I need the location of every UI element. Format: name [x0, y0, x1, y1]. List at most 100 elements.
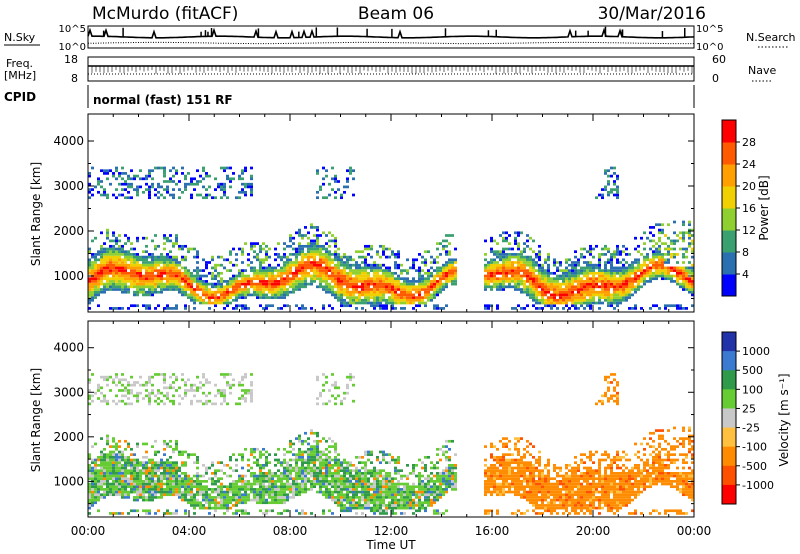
- velocity-cell: [118, 493, 121, 497]
- power-cell: [358, 290, 361, 294]
- velocity-cell: [232, 488, 235, 491]
- velocity-cell: [226, 381, 229, 384]
- velocity-cell: [319, 463, 322, 467]
- power-cell: [352, 282, 355, 286]
- velocity-cell: [295, 490, 298, 494]
- velocity-cell: [148, 477, 151, 481]
- velocity-cell: [196, 501, 199, 505]
- power-cell: [658, 269, 661, 272]
- velocity-cell: [181, 397, 184, 400]
- power-cell: [151, 258, 154, 262]
- power-cell: [376, 293, 379, 297]
- power-cell: [325, 255, 328, 259]
- power-cell: [544, 277, 547, 281]
- velocity-cell: [166, 445, 169, 448]
- power-cell: [154, 193, 157, 197]
- velocity-cell: [178, 402, 181, 406]
- power-cell: [322, 261, 325, 264]
- power-cell: [121, 285, 124, 289]
- power-cell: [397, 285, 400, 289]
- power-cell: [280, 307, 283, 310]
- power-cell: [682, 261, 685, 264]
- velocity-cell: [103, 397, 106, 400]
- power-cell: [607, 304, 610, 308]
- power-cell: [238, 174, 241, 178]
- velocity-cell: [205, 466, 208, 470]
- power-cell: [502, 255, 505, 259]
- power-cell: [589, 288, 592, 291]
- power-cell: [319, 247, 322, 251]
- colorbar-swatch: [722, 208, 736, 231]
- velocity-cell: [121, 496, 124, 499]
- power-cell: [613, 166, 616, 170]
- velocity-cell: [163, 463, 166, 467]
- power-cell: [178, 282, 181, 286]
- velocity-cell: [271, 477, 274, 481]
- velocity-cell: [115, 375, 118, 379]
- velocity-cell: [100, 450, 103, 454]
- power-cell: [376, 298, 379, 302]
- velocity-cell: [328, 463, 331, 467]
- power-cell: [379, 293, 382, 297]
- velocity-cell: [154, 463, 157, 467]
- power-cell: [451, 277, 454, 281]
- power-cell: [301, 277, 304, 281]
- velocity-cell: [151, 463, 154, 467]
- power-cell: [523, 263, 526, 267]
- power-cell: [568, 274, 571, 278]
- power-cell: [406, 269, 409, 272]
- velocity-cell: [121, 463, 124, 467]
- velocity-cell: [346, 485, 349, 489]
- power-cell: [181, 258, 184, 262]
- power-cell: [607, 250, 610, 254]
- power-cell: [592, 274, 595, 278]
- power-cell: [565, 290, 568, 294]
- power-cell: [565, 258, 568, 262]
- velocity-cell: [211, 498, 214, 502]
- power-cell: [625, 296, 628, 299]
- velocity-cell: [259, 509, 262, 513]
- power-cell: [274, 282, 277, 286]
- velocity-cell: [148, 488, 151, 491]
- freq-trace: [87, 65, 694, 75]
- power-cell: [133, 285, 136, 289]
- velocity-cell: [334, 447, 337, 451]
- power-cell: [376, 253, 379, 256]
- power-cell: [589, 253, 592, 256]
- power-cell: [289, 244, 292, 248]
- power-cell: [331, 261, 334, 264]
- power-cell: [613, 193, 616, 197]
- velocity-cell: [139, 485, 142, 489]
- power-cell: [622, 250, 625, 254]
- power-cell: [424, 290, 427, 294]
- velocity-cell: [178, 477, 181, 481]
- velocity-cell: [319, 391, 322, 395]
- power-cell: [448, 253, 451, 256]
- power-cell: [667, 304, 670, 308]
- velocity-cell: [145, 469, 148, 473]
- power-cell: [136, 193, 139, 197]
- power-cell: [313, 242, 316, 245]
- velocity-cell: [88, 506, 91, 510]
- power-cell: [688, 288, 691, 291]
- power-cell: [196, 277, 199, 281]
- velocity-cell: [169, 472, 172, 475]
- velocity-cell: [127, 397, 130, 400]
- power-cell: [628, 290, 631, 294]
- velocity-cell: [142, 383, 145, 387]
- power-cell: [289, 253, 292, 256]
- power-cell: [493, 269, 496, 272]
- power-cell: [370, 269, 373, 272]
- velocity-cell: [142, 455, 145, 459]
- velocity-cell: [346, 463, 349, 467]
- power-cell: [589, 307, 592, 310]
- power-cell: [400, 307, 403, 310]
- power-cell: [607, 277, 610, 281]
- power-cell: [127, 288, 130, 291]
- velocity-cell: [151, 474, 154, 478]
- power-cell: [373, 266, 376, 270]
- power-cell: [229, 301, 232, 305]
- velocity-cell: [277, 485, 280, 489]
- power-cell: [682, 307, 685, 310]
- power-cell: [424, 288, 427, 291]
